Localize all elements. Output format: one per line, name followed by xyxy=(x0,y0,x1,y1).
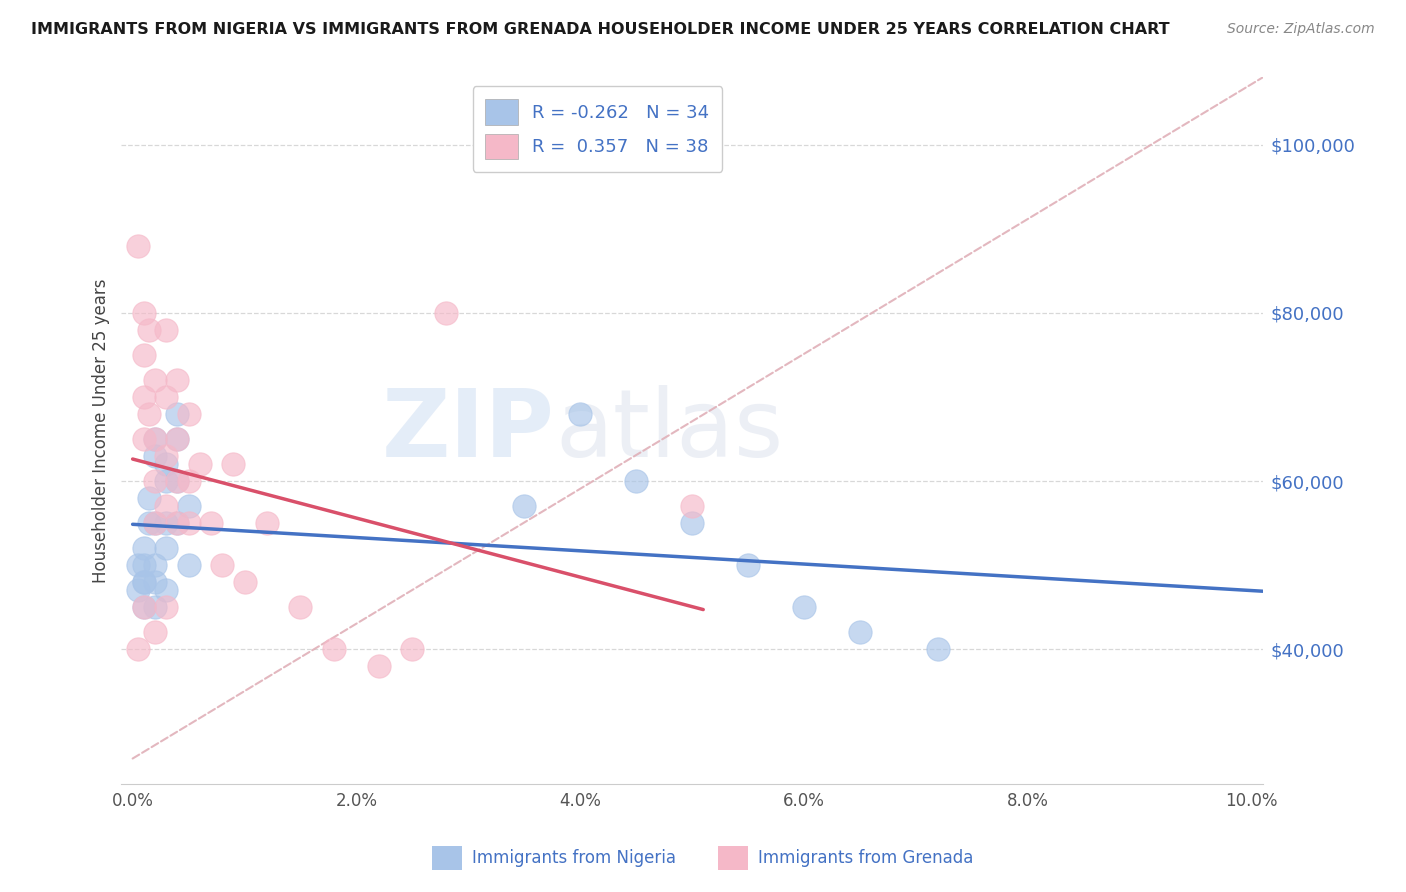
Point xyxy=(200,516,222,530)
Point xyxy=(177,558,200,573)
Point xyxy=(256,516,278,530)
Point xyxy=(138,407,160,421)
Point xyxy=(211,558,233,573)
Point xyxy=(127,583,149,598)
Point xyxy=(166,432,188,446)
Point xyxy=(569,407,592,421)
Point xyxy=(132,600,155,615)
Point xyxy=(177,474,200,488)
Text: Source: ZipAtlas.com: Source: ZipAtlas.com xyxy=(1227,22,1375,37)
Point xyxy=(132,558,155,573)
Point xyxy=(143,516,166,530)
Point xyxy=(155,600,177,615)
Text: atlas: atlas xyxy=(555,384,783,476)
Point xyxy=(132,390,155,404)
Point xyxy=(155,583,177,598)
Point xyxy=(132,348,155,362)
Point xyxy=(155,457,177,471)
Point xyxy=(166,474,188,488)
Point xyxy=(155,474,177,488)
Legend: R = -0.262   N = 34, R =  0.357   N = 38: R = -0.262 N = 34, R = 0.357 N = 38 xyxy=(472,87,723,172)
Point xyxy=(127,642,149,657)
Point xyxy=(138,516,160,530)
Point xyxy=(737,558,759,573)
Point xyxy=(132,600,155,615)
Point xyxy=(927,642,949,657)
Text: IMMIGRANTS FROM NIGERIA VS IMMIGRANTS FROM GRENADA HOUSEHOLDER INCOME UNDER 25 Y: IMMIGRANTS FROM NIGERIA VS IMMIGRANTS FR… xyxy=(31,22,1170,37)
Point xyxy=(793,600,815,615)
Point xyxy=(138,491,160,505)
Point xyxy=(127,558,149,573)
Point xyxy=(155,449,177,463)
Point xyxy=(177,407,200,421)
Point xyxy=(166,516,188,530)
Point xyxy=(290,600,312,615)
Point xyxy=(624,474,647,488)
Point xyxy=(401,642,423,657)
Point xyxy=(166,516,188,530)
Point xyxy=(166,373,188,387)
Point xyxy=(143,574,166,589)
Point xyxy=(127,238,149,252)
Point xyxy=(513,500,536,514)
Y-axis label: Householder Income Under 25 years: Householder Income Under 25 years xyxy=(93,278,110,582)
Point xyxy=(143,449,166,463)
Point xyxy=(132,306,155,320)
Point xyxy=(177,516,200,530)
Point xyxy=(143,558,166,573)
Point xyxy=(188,457,211,471)
Point xyxy=(849,625,872,640)
Point xyxy=(132,541,155,556)
Point xyxy=(681,500,703,514)
Point xyxy=(681,516,703,530)
Point xyxy=(143,432,166,446)
Point xyxy=(143,432,166,446)
Legend: Immigrants from Nigeria, Immigrants from Grenada: Immigrants from Nigeria, Immigrants from… xyxy=(426,839,980,877)
Point xyxy=(177,500,200,514)
Point xyxy=(143,516,166,530)
Point xyxy=(166,474,188,488)
Point xyxy=(155,541,177,556)
Point xyxy=(155,390,177,404)
Point xyxy=(143,474,166,488)
Point xyxy=(143,625,166,640)
Point xyxy=(143,600,166,615)
Point xyxy=(138,323,160,337)
Point xyxy=(155,323,177,337)
Point xyxy=(132,574,155,589)
Point xyxy=(166,432,188,446)
Point xyxy=(323,642,346,657)
Point xyxy=(434,306,457,320)
Point xyxy=(367,659,389,673)
Point xyxy=(132,432,155,446)
Text: ZIP: ZIP xyxy=(382,384,555,476)
Point xyxy=(143,373,166,387)
Point xyxy=(132,574,155,589)
Point xyxy=(155,500,177,514)
Point xyxy=(222,457,245,471)
Point xyxy=(233,574,256,589)
Point xyxy=(155,516,177,530)
Point xyxy=(166,407,188,421)
